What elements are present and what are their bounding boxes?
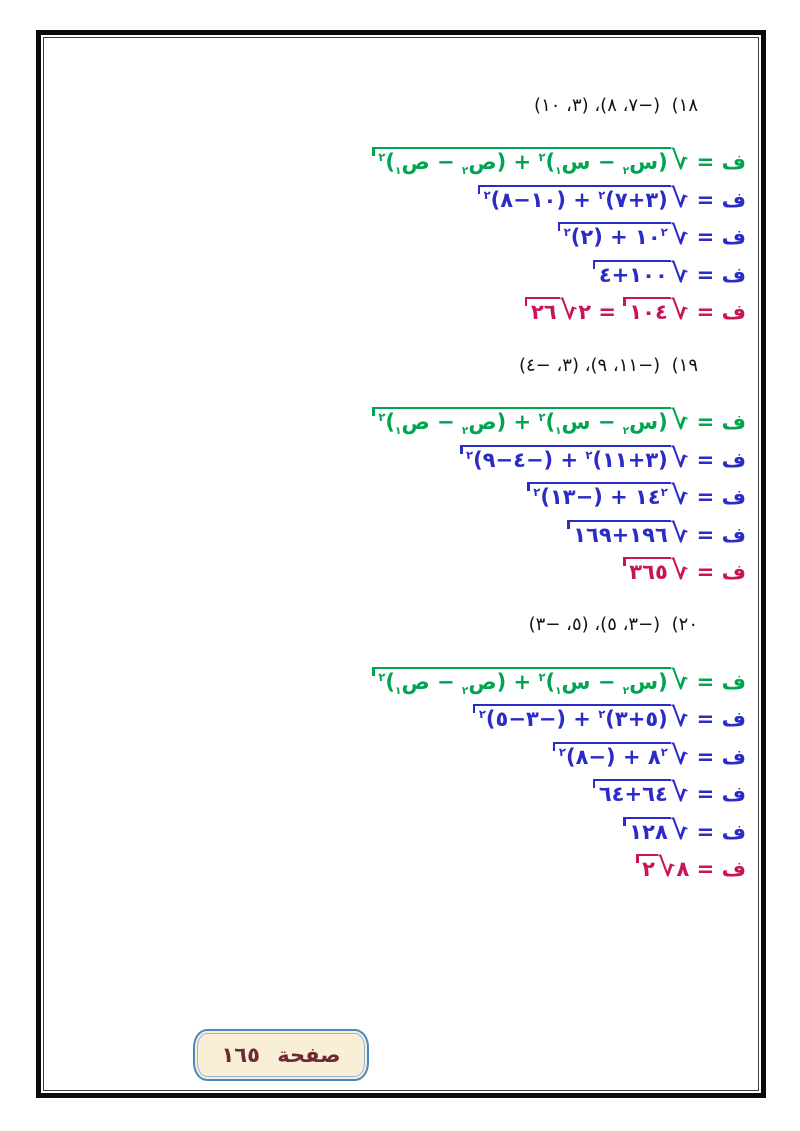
equation-line: ف = √٦٤+٦٤ [54, 778, 746, 809]
radical-sign-icon: √ [670, 406, 689, 437]
radical-expression: (٥+٣)٢ + (−٣−٥)٢ [472, 704, 671, 732]
radical: √٢٦ [524, 296, 578, 327]
page-number-label: صفحة ١٦٥ [193, 1029, 369, 1081]
problem-header: ٢٠) (−٣، ٥)، (٥، −٣) [528, 614, 698, 636]
radical-sign-icon: √ [670, 815, 689, 846]
radical: √(٣+١١)٢ + (−٤−٩)٢ [460, 443, 689, 474]
equation-line: ف = √١٠٢ + (٢)٢ [54, 221, 746, 252]
equation-line: ف = √١٠٤ = ٢√٢٦ [54, 296, 746, 327]
radical-expression: (٣+٧)٢ + (١٠−٨)٢ [477, 184, 671, 213]
radical: √٨٢ + (−٨)٢ [552, 740, 689, 771]
radical: √١٤٢ + (−١٣)٢ [527, 481, 689, 512]
equation-line: ف = √(٣+١١)٢ + (−٤−٩)٢ [54, 443, 746, 475]
radical: √(س٢ − س١)٢ + (ص٢ − ص١)٢ [372, 665, 689, 697]
radical-expression: (س٢ − س١)٢ + (ص٢ − ص١)٢ [372, 407, 671, 438]
radical: √(س٢ − س١)٢ + (ص٢ − ص١)٢ [372, 406, 689, 437]
radical-expression: ١٠٢ + (٢)٢ [557, 222, 671, 250]
equation-line: ف = √(س٢ − س١)٢ + (ص٢ − ص١)٢ [54, 406, 746, 438]
problem-header: ١٨) (−٧، ٨)، (٣، ١٠) [534, 95, 698, 116]
problem-section: ١٨) (−٧، ٨)، (٣، ١٠) ف = √(س٢ − س١)٢ + (ص… [54, 94, 746, 328]
radical-expression: ١٩٦+١٦٩ [567, 519, 671, 548]
equation-line: ف = ٨√٢ [54, 853, 746, 884]
equation-line: ف = √(س٢ − س١)٢ + (ص٢ − ص١)٢ [54, 665, 746, 698]
equation-line: ف = √(٣+٧)٢ + (١٠−٨)٢ [54, 183, 746, 215]
equation-line: ف = √١٢٨ [54, 815, 746, 847]
radical-sign-icon: √ [670, 703, 689, 734]
radical-sign-icon: √ [559, 296, 578, 327]
radical-sign-icon: √ [670, 183, 689, 214]
radical-sign-icon: √ [670, 740, 689, 771]
radical-expression: (س٢ − س١)٢ + (ص٢ − ص١)٢ [372, 666, 671, 698]
radical-sign-icon: √ [670, 481, 689, 512]
radical-sign-icon: √ [670, 146, 689, 177]
radical-expression: ١٠٠+٤ [592, 259, 671, 288]
equation-block: ف = √(س٢ − س١)٢ + (ص٢ − ص١)٢ ف = √(٣+٧)٢ … [54, 146, 746, 327]
radical: √١٠٠+٤ [592, 258, 690, 289]
radical-sign-icon: √ [670, 221, 689, 252]
radical: √٦٤+٦٤ [592, 778, 690, 809]
radical: √(٣+٧)٢ + (١٠−٨)٢ [477, 183, 690, 214]
equation-block: ف = √(س٢ − س١)٢ + (ص٢ − ص١)٢ ف = √(٥+٣)٢ … [54, 665, 746, 885]
radical-expression: ١٠٤ [623, 297, 671, 325]
radical-sign-icon: √ [670, 665, 689, 696]
radical-expression: (س٢ − س١)٢ + (ص٢ − ص١)٢ [372, 147, 671, 178]
radical-sign-icon: √ [657, 853, 676, 884]
radical-expression: ١٢٨ [623, 816, 671, 845]
equation-line: ف = √١٤٢ + (−١٣)٢ [54, 481, 746, 512]
equation-line: ف = √٨٢ + (−٨)٢ [54, 740, 746, 772]
problem-section: ١٩) (−١١، ٩)، (٣، −٤) ف = √(س٢ − س١)٢ + (… [54, 354, 746, 588]
radical-expression: (٣+١١)٢ + (−٤−٩)٢ [460, 444, 671, 473]
radical-sign-icon: √ [670, 296, 689, 327]
radical-sign-icon: √ [670, 258, 689, 289]
problem-section: ٢٠) (−٣، ٥)، (٥، −٣) ف = √(س٢ − س١)٢ + (ص… [54, 613, 746, 884]
radical-sign-icon: √ [670, 555, 689, 586]
radical: √١٢٨ [623, 815, 689, 846]
page-frame-inner-border [43, 37, 759, 1091]
radical: √٢ [636, 853, 676, 884]
page-frame: ١٨) (−٧، ٨)، (٣، ١٠) ف = √(س٢ − س١)٢ + (ص… [36, 30, 766, 1098]
radical-expression: ١٤٢ + (−١٣)٢ [527, 482, 671, 510]
radical-sign-icon: √ [670, 443, 689, 474]
equation-line: ف = √(س٢ − س١)٢ + (ص٢ − ص١)٢ [54, 146, 746, 178]
equation-line: ف = √١٠٠+٤ [54, 258, 746, 290]
radical-expression: ٨٢ + (−٨)٢ [552, 741, 671, 770]
radical: √١٠٢ + (٢)٢ [557, 221, 690, 252]
radical: √٣٦٥ [623, 555, 689, 586]
radical: √١٩٦+١٦٩ [567, 518, 689, 549]
radical-expression: ٦٤+٦٤ [592, 779, 671, 807]
radical-expression: ٣٦٥ [623, 556, 671, 585]
radical-expression: ٢ [636, 854, 658, 882]
radical-sign-icon: √ [670, 778, 689, 809]
radical: √(س٢ − س١)٢ + (ص٢ − ص١)٢ [372, 146, 689, 178]
radical-expression: ٢٦ [524, 297, 560, 325]
page-number-text: صفحة ١٦٥ [221, 1043, 341, 1067]
radical-sign-icon: √ [670, 518, 689, 549]
problems-container: ١٨) (−٧، ٨)، (٣، ١٠) ف = √(س٢ − س١)٢ + (ص… [44, 38, 758, 1090]
equation-block: ف = √(س٢ − س١)٢ + (ص٢ − ص١)٢ ف = √(٣+١١)٢… [54, 406, 746, 587]
problem-header: ١٩) (−١١، ٩)، (٣، −٤) [518, 354, 698, 376]
equation-line: ف = √١٩٦+١٦٩ [54, 518, 746, 550]
radical: √(٥+٣)٢ + (−٣−٥)٢ [472, 703, 690, 734]
radical: √١٠٤ [623, 296, 689, 327]
equation-line: ف = √(٥+٣)٢ + (−٣−٥)٢ [54, 703, 746, 734]
equation-line: ف = √٣٦٥ [54, 555, 746, 587]
